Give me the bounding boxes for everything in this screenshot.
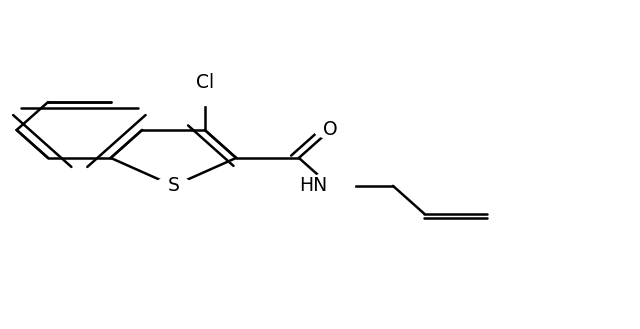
- Text: S: S: [168, 176, 179, 195]
- Circle shape: [314, 122, 346, 138]
- Text: Cl: Cl: [196, 73, 214, 92]
- Text: O: O: [323, 120, 337, 139]
- Text: HN: HN: [299, 176, 327, 195]
- Circle shape: [156, 177, 191, 195]
- Circle shape: [186, 86, 224, 106]
- Circle shape: [306, 173, 355, 198]
